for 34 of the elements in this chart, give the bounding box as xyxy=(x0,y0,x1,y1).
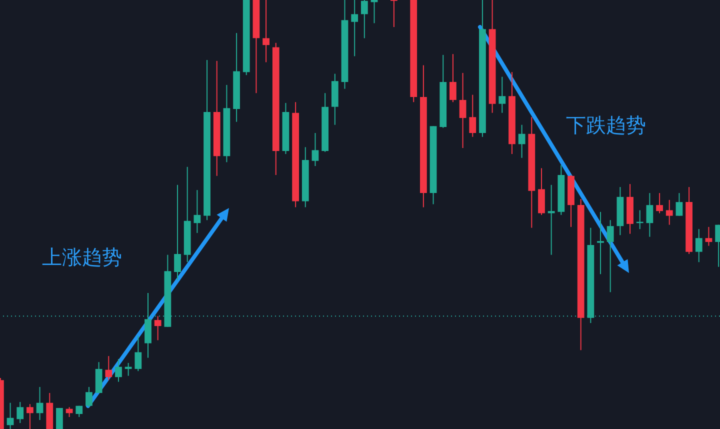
candlestick xyxy=(597,211,604,275)
candlestick xyxy=(390,0,398,28)
candlestick xyxy=(676,192,683,216)
candlestick xyxy=(86,386,92,408)
candlestick xyxy=(705,226,712,246)
candlestick xyxy=(518,124,526,158)
candlestick xyxy=(695,228,702,263)
candlestick xyxy=(26,404,34,429)
candlestick xyxy=(360,0,368,39)
candlestick xyxy=(6,402,14,429)
candlestick xyxy=(606,220,614,293)
candlestick xyxy=(450,54,456,103)
candlestick xyxy=(16,401,24,424)
annotation: 上涨趋势 xyxy=(42,244,122,271)
candlestick xyxy=(194,190,201,234)
candlestick xyxy=(105,356,112,381)
candlestick xyxy=(115,358,122,382)
candlestick xyxy=(56,408,63,429)
candlestick xyxy=(134,335,142,372)
candlestick xyxy=(666,199,673,226)
candlestick xyxy=(459,72,466,149)
candlestick xyxy=(548,184,555,256)
candlestick xyxy=(469,94,476,138)
annotation: 下跌趋势 xyxy=(566,112,646,139)
candlestick xyxy=(498,76,506,114)
candlestick xyxy=(124,362,132,376)
candlestick xyxy=(312,132,319,167)
candlestick xyxy=(154,316,162,341)
candlestick xyxy=(656,192,663,214)
candlestick xyxy=(262,0,270,63)
candlestick xyxy=(174,184,181,281)
candlestick xyxy=(36,386,44,420)
candlestick xyxy=(646,192,654,238)
candlestick xyxy=(351,0,358,57)
